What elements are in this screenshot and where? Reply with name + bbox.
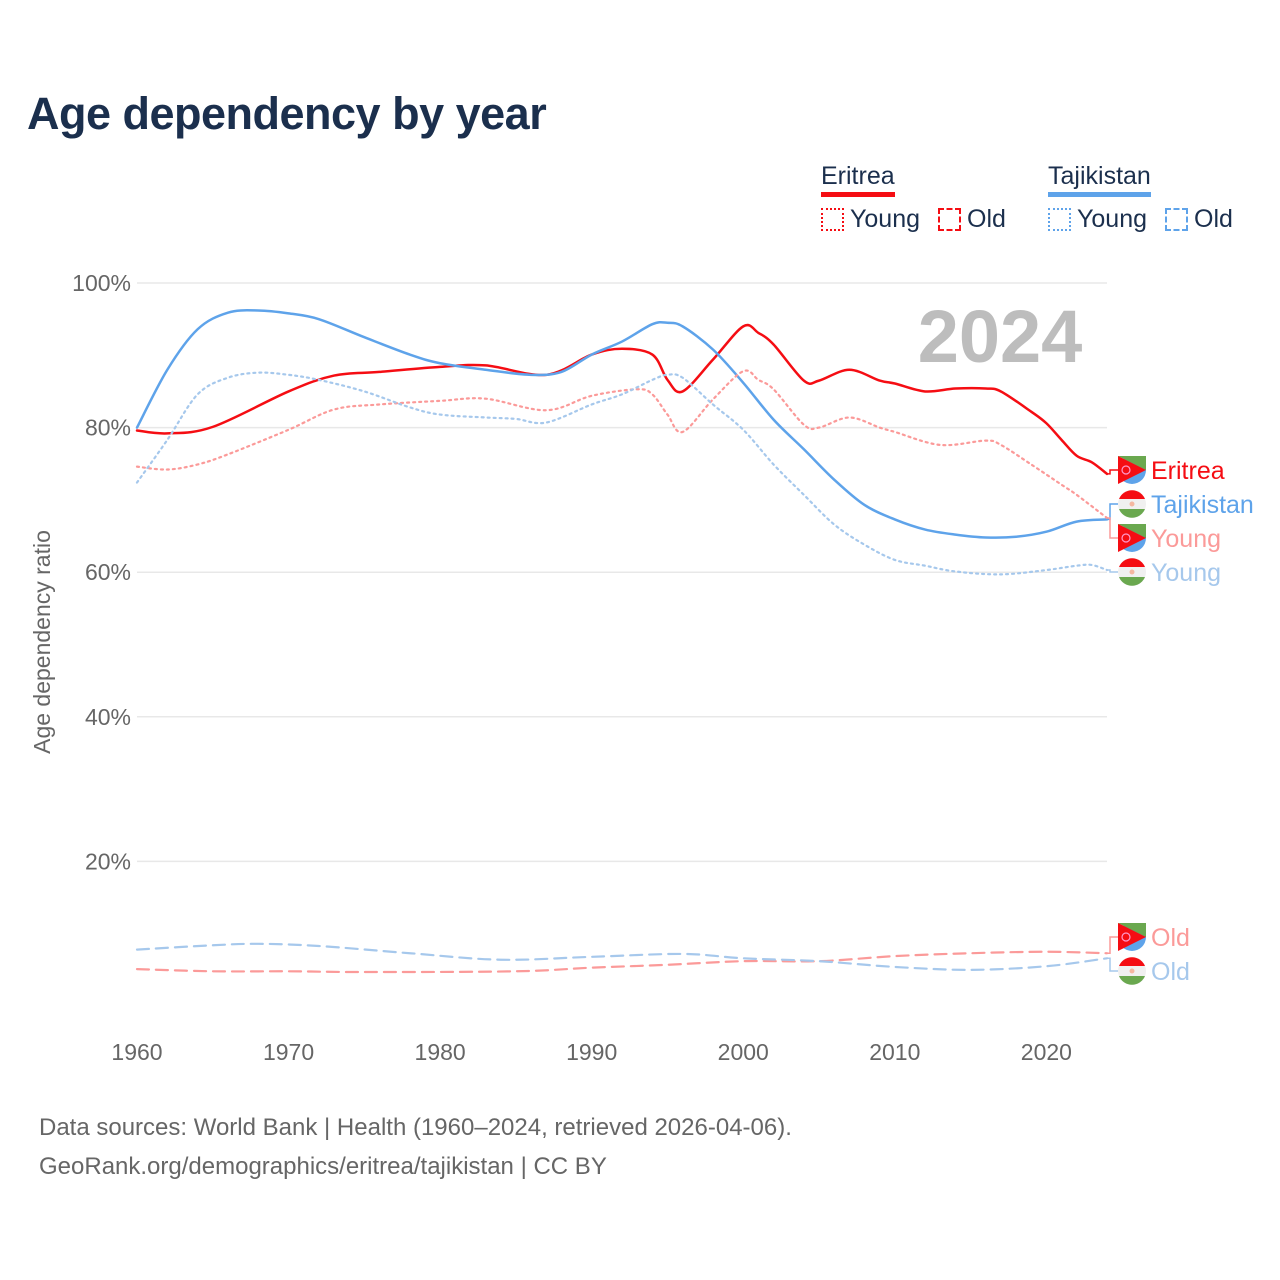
x-tick-label: 1980 xyxy=(415,1039,466,1065)
flag-crown xyxy=(1129,569,1135,575)
legend-tajikistan: Tajikistan Young Old xyxy=(1048,162,1233,234)
legend-eritrea: Eritrea Young Old xyxy=(821,162,1024,234)
legend-label: Young xyxy=(850,205,920,233)
series-line-eritrea-young xyxy=(135,369,1109,520)
legend-label: Old xyxy=(967,205,1006,233)
x-tick-label: 1960 xyxy=(111,1039,162,1065)
end-label: Young xyxy=(1151,525,1221,553)
source-note: Data sources: World Bank | Health (1960–… xyxy=(39,1108,792,1186)
flag-emblem xyxy=(1121,932,1131,942)
tajikistan-flag-icon xyxy=(1118,558,1146,586)
flag-red xyxy=(1118,923,1146,951)
series-line-tajikistan xyxy=(135,309,1109,539)
label-connector xyxy=(1107,957,1118,972)
flag-red xyxy=(1119,490,1145,499)
flag-red xyxy=(1118,524,1146,552)
end-label: Old xyxy=(1151,958,1190,986)
x-tick-label: 1970 xyxy=(263,1039,314,1065)
legend-country-tajikistan[interactable]: Tajikistan xyxy=(1048,162,1151,197)
flag-emblem xyxy=(1121,465,1131,475)
series-line-eritrea xyxy=(135,323,1109,476)
legend-eritrea-old[interactable]: Old xyxy=(938,205,1006,234)
end-label: Young xyxy=(1151,559,1221,587)
dotted-swatch-icon xyxy=(1048,208,1071,231)
y-tick-label: 100% xyxy=(72,270,131,296)
series-line-tajikistan-old xyxy=(135,942,1109,971)
tajikistan-flag-icon xyxy=(1118,490,1146,518)
flag-red xyxy=(1119,558,1145,567)
eritrea-flag-icon xyxy=(1118,456,1146,484)
end-label: Eritrea xyxy=(1151,457,1225,485)
dashed-swatch-icon xyxy=(938,208,961,231)
legend-label: Old xyxy=(1194,205,1233,233)
tajikistan-flag-icon xyxy=(1118,957,1146,985)
label-connector xyxy=(1107,503,1118,521)
source-line-1: Data sources: World Bank | Health (1960–… xyxy=(39,1114,792,1141)
chart-title: Age dependency by year xyxy=(27,88,547,139)
flag-red xyxy=(1119,957,1145,966)
flag-green xyxy=(1119,509,1145,518)
flag-crown xyxy=(1129,968,1135,974)
label-connector xyxy=(1107,469,1118,475)
x-tick-label: 2020 xyxy=(1021,1039,1072,1065)
y-tick-label: 40% xyxy=(85,704,131,730)
source-line-2[interactable]: GeoRank.org/demographics/eritrea/tajikis… xyxy=(39,1153,607,1180)
dotted-swatch-icon xyxy=(821,208,844,231)
series-line-tajikistan-young xyxy=(135,371,1109,576)
end-label: Old xyxy=(1151,924,1190,952)
year-watermark: 2024 xyxy=(918,295,1083,378)
legend-country-eritrea[interactable]: Eritrea xyxy=(821,162,895,197)
y-tick-label: 60% xyxy=(85,559,131,585)
x-tick-label: 2000 xyxy=(718,1039,769,1065)
eritrea-flag-icon xyxy=(1118,524,1146,552)
eritrea-flag-icon xyxy=(1118,923,1146,951)
x-tick-label: 1990 xyxy=(566,1039,617,1065)
y-tick-label: 20% xyxy=(85,848,131,874)
dashed-swatch-icon xyxy=(1165,208,1188,231)
legend-tajikistan-old[interactable]: Old xyxy=(1165,205,1233,234)
label-connector xyxy=(1107,517,1118,539)
flag-emblem xyxy=(1121,533,1131,543)
y-axis-label: Age dependency ratio xyxy=(29,530,55,754)
end-label: Tajikistan xyxy=(1151,491,1254,519)
label-connector xyxy=(1107,936,1118,954)
label-connector xyxy=(1107,569,1118,573)
series-line-eritrea-old xyxy=(135,950,1109,974)
legend-tajikistan-young[interactable]: Young xyxy=(1048,205,1147,234)
flag-crown xyxy=(1129,501,1135,507)
legend-label: Young xyxy=(1077,205,1147,233)
legend-eritrea-young[interactable]: Young xyxy=(821,205,920,234)
x-tick-label: 2010 xyxy=(869,1039,920,1065)
flag-green xyxy=(1119,976,1145,985)
flag-red xyxy=(1118,456,1146,484)
y-tick-label: 80% xyxy=(85,415,131,441)
flag-green xyxy=(1119,577,1145,586)
